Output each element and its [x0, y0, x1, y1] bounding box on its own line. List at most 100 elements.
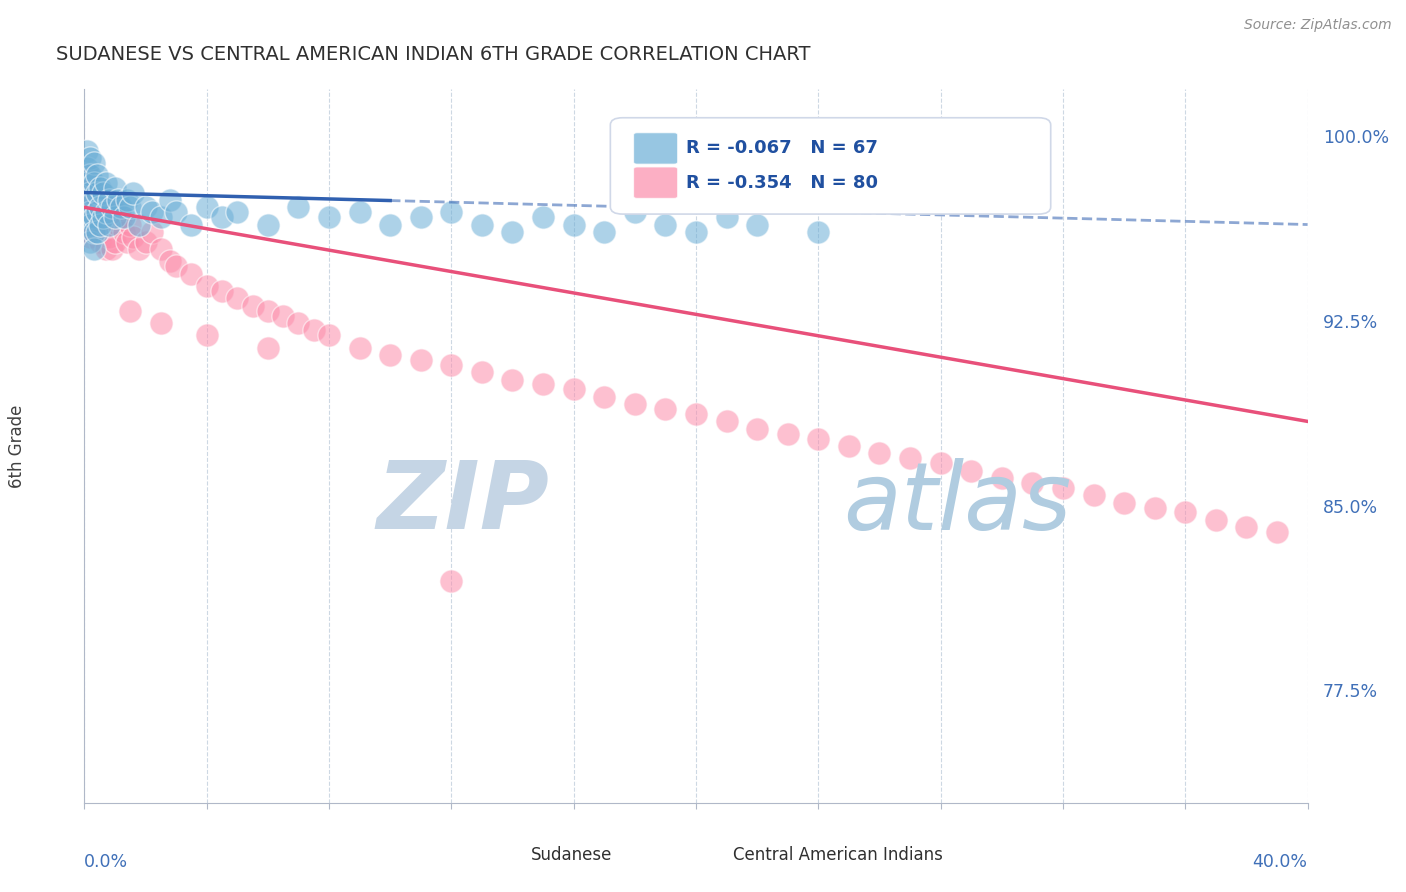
- Point: [1265, 525, 1288, 540]
- Point: [271, 309, 294, 323]
- Point: [159, 254, 181, 268]
- Point: [318, 328, 340, 343]
- Text: SUDANESE VS CENTRAL AMERICAN INDIAN 6TH GRADE CORRELATION CHART: SUDANESE VS CENTRAL AMERICAN INDIAN 6TH …: [56, 45, 811, 63]
- Point: [76, 193, 98, 207]
- Point: [101, 242, 124, 256]
- Point: [318, 210, 340, 224]
- Point: [83, 193, 105, 207]
- Point: [562, 218, 585, 232]
- Point: [104, 210, 127, 224]
- Point: [242, 299, 264, 313]
- Point: [101, 200, 124, 214]
- Point: [409, 352, 432, 367]
- Point: [807, 225, 830, 239]
- Point: [471, 365, 494, 379]
- Point: [94, 176, 117, 190]
- Point: [112, 225, 135, 239]
- Point: [76, 210, 98, 224]
- Point: [159, 193, 181, 207]
- Point: [180, 218, 202, 232]
- Point: [807, 432, 830, 446]
- Point: [869, 446, 891, 460]
- Point: [531, 210, 554, 224]
- Point: [120, 200, 142, 214]
- Point: [747, 218, 769, 232]
- Point: [110, 210, 132, 224]
- Point: [86, 205, 108, 219]
- Point: [593, 390, 616, 404]
- Point: [654, 218, 676, 232]
- Point: [120, 303, 142, 318]
- Point: [128, 218, 150, 232]
- Point: [97, 230, 120, 244]
- Point: [149, 210, 172, 224]
- Point: [195, 328, 218, 343]
- Text: 0.0%: 0.0%: [84, 853, 128, 871]
- Point: [776, 426, 799, 441]
- Point: [716, 414, 738, 428]
- Point: [79, 186, 101, 200]
- Point: [502, 225, 524, 239]
- Point: [94, 242, 117, 256]
- Point: [211, 284, 233, 298]
- Point: [257, 303, 280, 318]
- Point: [128, 242, 150, 256]
- Point: [685, 407, 707, 421]
- Point: [83, 156, 105, 170]
- Point: [135, 200, 157, 214]
- FancyBboxPatch shape: [610, 118, 1050, 214]
- Text: 40.0%: 40.0%: [1253, 853, 1308, 871]
- Point: [86, 186, 108, 200]
- Point: [79, 180, 101, 194]
- Point: [107, 193, 129, 207]
- Point: [141, 225, 163, 239]
- Point: [624, 397, 647, 411]
- Point: [104, 205, 127, 219]
- Point: [1114, 495, 1136, 509]
- Point: [593, 225, 616, 239]
- Point: [79, 169, 101, 183]
- Point: [211, 210, 233, 224]
- Point: [1052, 481, 1074, 495]
- Point: [135, 235, 157, 249]
- Point: [76, 193, 98, 207]
- Point: [89, 235, 111, 249]
- Point: [79, 235, 101, 249]
- Text: R = -0.067   N = 67: R = -0.067 N = 67: [686, 139, 879, 157]
- Text: atlas: atlas: [842, 458, 1071, 549]
- Point: [86, 186, 108, 200]
- Point: [929, 456, 952, 470]
- Point: [101, 200, 124, 214]
- Point: [1083, 488, 1105, 502]
- Point: [195, 200, 218, 214]
- Point: [747, 422, 769, 436]
- Point: [122, 230, 145, 244]
- FancyBboxPatch shape: [634, 167, 678, 198]
- Point: [531, 377, 554, 392]
- Point: [141, 205, 163, 219]
- Point: [440, 574, 463, 589]
- Point: [83, 242, 105, 256]
- Point: [195, 279, 218, 293]
- Point: [120, 218, 142, 232]
- Point: [716, 210, 738, 224]
- Text: R = -0.354   N = 80: R = -0.354 N = 80: [686, 174, 879, 192]
- Point: [94, 205, 117, 219]
- Point: [91, 193, 114, 207]
- Point: [226, 205, 249, 219]
- Point: [149, 316, 172, 330]
- Point: [349, 205, 371, 219]
- Point: [1021, 475, 1043, 490]
- Point: [287, 200, 309, 214]
- Point: [91, 186, 114, 200]
- Point: [226, 291, 249, 305]
- Point: [86, 218, 108, 232]
- Point: [76, 218, 98, 232]
- Point: [89, 200, 111, 214]
- Point: [1174, 505, 1197, 519]
- FancyBboxPatch shape: [634, 133, 678, 164]
- Point: [107, 218, 129, 232]
- Point: [79, 230, 101, 244]
- Point: [257, 341, 280, 355]
- Point: [180, 267, 202, 281]
